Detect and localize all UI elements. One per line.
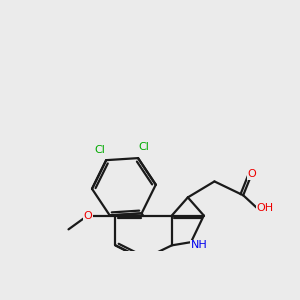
- Text: OH: OH: [256, 203, 274, 213]
- Text: Cl: Cl: [94, 145, 105, 155]
- Text: NH: NH: [190, 240, 207, 250]
- Text: O: O: [248, 169, 256, 179]
- Text: O: O: [83, 211, 92, 220]
- Text: Cl: Cl: [138, 142, 149, 152]
